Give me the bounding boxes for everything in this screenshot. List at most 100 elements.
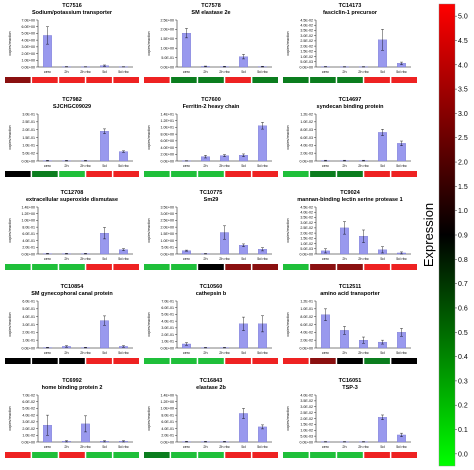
x-tick-label: 2h rbc	[80, 445, 91, 449]
bar	[258, 125, 267, 162]
x-tick-label: 5d	[380, 257, 384, 261]
x-tick-label: cerc	[183, 257, 190, 261]
chart-title: cathepsin b	[196, 291, 227, 297]
colorbar-tick-label: 3.0	[458, 111, 468, 118]
y-axis-label: copies/reaction	[8, 125, 12, 149]
y-tick-label: 2.0E+00	[161, 153, 175, 157]
y-tick-label: 2.5E+00	[161, 219, 175, 223]
y-tick-label: 0.0E+00	[22, 252, 36, 256]
y-tick-label: 1.5E-02	[300, 50, 313, 54]
heatmap-cell	[59, 77, 85, 83]
y-tick-label: 3.5E-02	[300, 216, 313, 220]
y-tick-label: 8.0E-02	[300, 315, 313, 319]
chart-title: SM elastase 2e	[191, 10, 230, 16]
heatmap-cell	[252, 452, 278, 458]
colorbar-tick-label: 2.0	[458, 160, 468, 167]
y-tick-label: 3.0E-01	[161, 326, 174, 330]
y-tick-label: 4.5E-02	[300, 205, 313, 209]
heatmap-cell	[144, 264, 170, 270]
x-tick-label: cerc	[322, 70, 329, 74]
heatmap-cell	[364, 358, 390, 364]
heatmap-cell	[171, 171, 197, 177]
x-tick-label: cerc	[322, 164, 329, 168]
x-tick-label: 5d	[102, 70, 106, 74]
y-tick-label: 0.0E+00	[22, 65, 36, 69]
y-tick-label: 0.0E+00	[300, 65, 314, 69]
chart-title: SJCHGC09029	[53, 104, 91, 110]
chart-title: Ferritin-2 heavy chain	[183, 104, 240, 110]
x-tick-label: 5d rbc	[118, 164, 129, 168]
y-tick-label: 2.5E-02	[300, 39, 313, 43]
chart-title: fasciclin-1 precursor	[323, 10, 378, 16]
y-tick-label: 3.0E-01	[22, 323, 35, 327]
y-tick-label: 4.0E-01	[161, 427, 174, 431]
y-tick-label: 2.0E-01	[161, 434, 174, 438]
bar	[397, 143, 406, 162]
bar	[378, 417, 387, 443]
y-tick-label: 4.5E-02	[300, 18, 313, 22]
y-tick-label: 5.0E+00	[22, 32, 36, 36]
y-tick-label: 1.0E+00	[161, 407, 175, 411]
heatmap-cell	[225, 452, 251, 458]
y-tick-label: 0.0E+00	[161, 65, 175, 69]
y-tick-label: 0.0E+00	[300, 159, 314, 163]
colorbar-tick-label: 1.0	[458, 208, 468, 215]
x-tick-label: 5d	[241, 351, 245, 355]
chart-id: TC14697	[339, 97, 362, 103]
x-tick-label: 2h rbc	[219, 351, 230, 355]
heatmap-cell	[32, 264, 58, 270]
colorbar-tick-label: 0.2	[458, 403, 468, 410]
colorbar-tick-label: 0.7	[458, 281, 468, 288]
y-tick-label: 1.0E+00	[22, 219, 36, 223]
x-tick-label: cerc	[44, 70, 51, 74]
colorbar-tick-label: 3.5	[458, 87, 468, 94]
chart-id: TC7516	[62, 3, 82, 9]
y-axis-label: copies/reaction	[286, 312, 290, 336]
y-tick-label: 2.0E+00	[161, 28, 175, 32]
y-axis-label: copies/reaction	[286, 406, 290, 430]
y-tick-label: 1.4E+00	[161, 393, 175, 397]
heatmap-cell	[5, 358, 31, 364]
colorbar-tick-label: 4.5	[458, 38, 468, 45]
y-tick-label: 3.0E-02	[300, 34, 313, 38]
x-tick-label: cerc	[44, 164, 51, 168]
heatmap-cell	[86, 452, 112, 458]
heatmap-cell	[225, 77, 251, 83]
y-tick-label: 4.0E+00	[22, 38, 36, 42]
x-tick-label: 5d rbc	[257, 257, 268, 261]
x-tick-label: 2h	[342, 164, 346, 168]
y-tick-label: 3.5E-02	[300, 29, 313, 33]
chart-title: amino acid transporter	[320, 291, 380, 297]
x-tick-label: 2h rbc	[219, 164, 230, 168]
heatmap-cell	[198, 452, 224, 458]
chart-id: TC6992	[62, 378, 82, 384]
x-tick-label: 5d	[241, 257, 245, 261]
x-tick-label: 5d rbc	[257, 351, 268, 355]
heatmap-cell	[144, 452, 170, 458]
y-tick-label: 3.5E+00	[161, 205, 175, 209]
x-tick-label: 5d rbc	[118, 257, 129, 261]
x-tick-label: 5d rbc	[257, 445, 268, 449]
x-tick-label: 2h	[203, 445, 207, 449]
y-tick-label: 4.0E-02	[300, 331, 313, 335]
x-tick-label: 2h	[64, 70, 68, 74]
y-tick-label: 8.0E-03	[300, 128, 313, 132]
chart-title: syndecan binding protein	[317, 104, 385, 110]
chart-id: TC7982	[62, 97, 82, 103]
heatmap-cell	[171, 452, 197, 458]
y-axis-label: copies/reaction	[8, 406, 12, 430]
y-axis-label: copies/reaction	[147, 406, 151, 430]
y-axis-label: copies/reaction	[147, 31, 151, 55]
y-axis-label: copies/reaction	[8, 218, 12, 242]
y-tick-label: 2.0E-01	[161, 333, 174, 337]
y-tick-label: 1.5E-02	[300, 237, 313, 241]
heatmap-cell	[113, 171, 139, 177]
heatmap-cell	[59, 264, 85, 270]
y-tick-label: 6.0E-02	[300, 323, 313, 327]
